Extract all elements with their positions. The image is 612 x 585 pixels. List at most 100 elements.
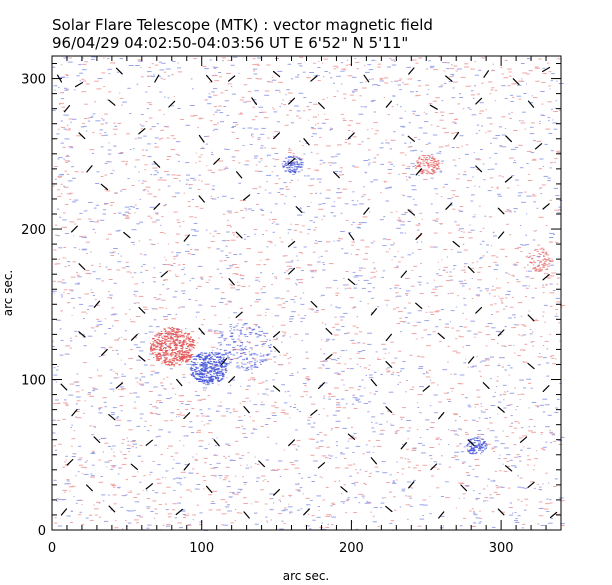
noise-speckle bbox=[295, 489, 301, 491]
noise-speckle bbox=[53, 249, 57, 251]
noise-speckle bbox=[352, 136, 357, 138]
noise-speckle bbox=[362, 497, 365, 499]
noise-speckle bbox=[213, 128, 219, 130]
noise-speckle bbox=[195, 415, 200, 417]
feature-pixel bbox=[181, 354, 183, 356]
noise-speckle bbox=[139, 481, 142, 483]
noise-speckle bbox=[400, 331, 402, 333]
noise-speckle bbox=[147, 86, 151, 87]
noise-speckle bbox=[214, 111, 218, 113]
noise-speckle bbox=[139, 413, 144, 415]
noise-speckle bbox=[362, 350, 366, 351]
noise-speckle bbox=[517, 486, 522, 488]
noise-speckle bbox=[333, 279, 338, 281]
feature-pixel bbox=[247, 366, 250, 368]
noise-speckle bbox=[270, 519, 272, 521]
noise-speckle bbox=[485, 345, 488, 347]
noise-speckle bbox=[68, 394, 74, 396]
noise-speckle bbox=[186, 174, 190, 176]
noise-speckle bbox=[186, 363, 191, 365]
noise-speckle bbox=[180, 414, 186, 416]
noise-speckle bbox=[506, 208, 510, 210]
noise-speckle bbox=[75, 502, 78, 504]
noise-speckle bbox=[223, 524, 228, 526]
noise-speckle bbox=[151, 163, 157, 165]
feature-pixel bbox=[178, 329, 181, 330]
feature-pixel bbox=[221, 367, 223, 369]
feature-pixel bbox=[160, 345, 164, 347]
noise-speckle bbox=[283, 333, 286, 335]
noise-speckle bbox=[274, 315, 280, 317]
noise-speckle bbox=[357, 227, 361, 229]
noise-speckle bbox=[171, 334, 174, 336]
noise-speckle bbox=[357, 401, 362, 403]
noise-speckle bbox=[507, 282, 510, 284]
noise-speckle bbox=[194, 488, 200, 490]
noise-speckle bbox=[330, 156, 335, 158]
noise-speckle bbox=[417, 80, 421, 82]
noise-speckle bbox=[411, 210, 413, 212]
noise-speckle bbox=[258, 382, 263, 384]
noise-speckle bbox=[150, 511, 154, 512]
noise-speckle bbox=[175, 477, 180, 479]
noise-speckle bbox=[423, 329, 428, 331]
noise-speckle bbox=[542, 449, 546, 451]
noise-speckle bbox=[465, 472, 470, 474]
feature-pixel bbox=[203, 381, 205, 383]
noise-speckle bbox=[256, 203, 259, 205]
noise-speckle bbox=[347, 75, 353, 77]
noise-speckle bbox=[101, 354, 106, 356]
noise-speckle bbox=[519, 379, 524, 381]
feature-pixel bbox=[296, 160, 298, 162]
noise-speckle bbox=[112, 465, 117, 467]
feature-pixel bbox=[217, 380, 220, 382]
noise-speckle bbox=[532, 158, 537, 160]
feature-pixel bbox=[218, 337, 221, 339]
noise-speckle bbox=[525, 287, 529, 289]
feature-pixel bbox=[213, 370, 216, 372]
feature-pixel bbox=[235, 325, 238, 327]
noise-speckle bbox=[377, 359, 382, 360]
noise-speckle bbox=[230, 522, 234, 524]
noise-speckle bbox=[400, 368, 405, 370]
feature-pixel bbox=[214, 362, 217, 364]
noise-speckle bbox=[107, 69, 109, 71]
noise-speckle bbox=[213, 94, 218, 96]
feature-pixel bbox=[246, 336, 249, 337]
noise-speckle bbox=[313, 221, 315, 223]
noise-speckle bbox=[130, 272, 132, 274]
noise-speckle bbox=[254, 157, 258, 159]
noise-speckle bbox=[342, 120, 347, 121]
noise-speckle bbox=[312, 251, 316, 253]
feature-pixel bbox=[212, 380, 214, 382]
feature-pixel bbox=[165, 338, 168, 340]
noise-speckle bbox=[405, 176, 407, 178]
noise-speckle bbox=[478, 130, 481, 132]
noise-speckle bbox=[252, 68, 258, 70]
noise-speckle bbox=[200, 413, 204, 415]
noise-speckle bbox=[150, 75, 156, 77]
noise-speckle bbox=[299, 65, 303, 67]
noise-speckle bbox=[257, 57, 262, 59]
noise-speckle bbox=[465, 85, 469, 87]
noise-speckle bbox=[66, 88, 69, 90]
feature-pixel bbox=[186, 351, 190, 353]
feature-pixel bbox=[156, 343, 159, 345]
noise-speckle bbox=[115, 372, 118, 374]
noise-speckle bbox=[105, 466, 107, 468]
noise-speckle bbox=[230, 379, 236, 381]
feature-pixel bbox=[200, 352, 203, 354]
noise-speckle bbox=[300, 207, 302, 209]
noise-speckle bbox=[358, 331, 363, 333]
noise-speckle bbox=[548, 71, 552, 73]
noise-speckle bbox=[166, 376, 169, 378]
noise-speckle bbox=[260, 133, 265, 135]
noise-speckle bbox=[141, 265, 143, 267]
noise-speckle bbox=[351, 435, 354, 437]
noise-speckle bbox=[178, 415, 180, 417]
feature-pixel bbox=[182, 356, 186, 358]
noise-speckle bbox=[67, 180, 73, 182]
noise-speckle bbox=[278, 81, 283, 83]
noise-speckle bbox=[63, 57, 69, 59]
noise-speckle bbox=[556, 152, 561, 154]
